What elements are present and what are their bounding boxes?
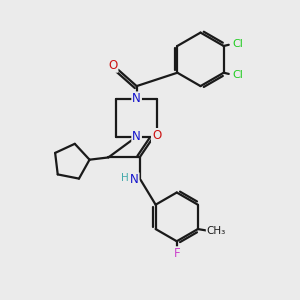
Text: H: H	[121, 173, 129, 183]
Text: N: N	[130, 173, 139, 186]
Text: O: O	[152, 129, 161, 142]
Text: CH₃: CH₃	[207, 226, 226, 236]
Text: Cl: Cl	[232, 70, 243, 80]
Text: N: N	[132, 130, 141, 143]
Text: F: F	[173, 247, 180, 260]
Text: O: O	[108, 59, 118, 72]
Text: N: N	[132, 92, 141, 105]
Text: Cl: Cl	[232, 39, 243, 49]
